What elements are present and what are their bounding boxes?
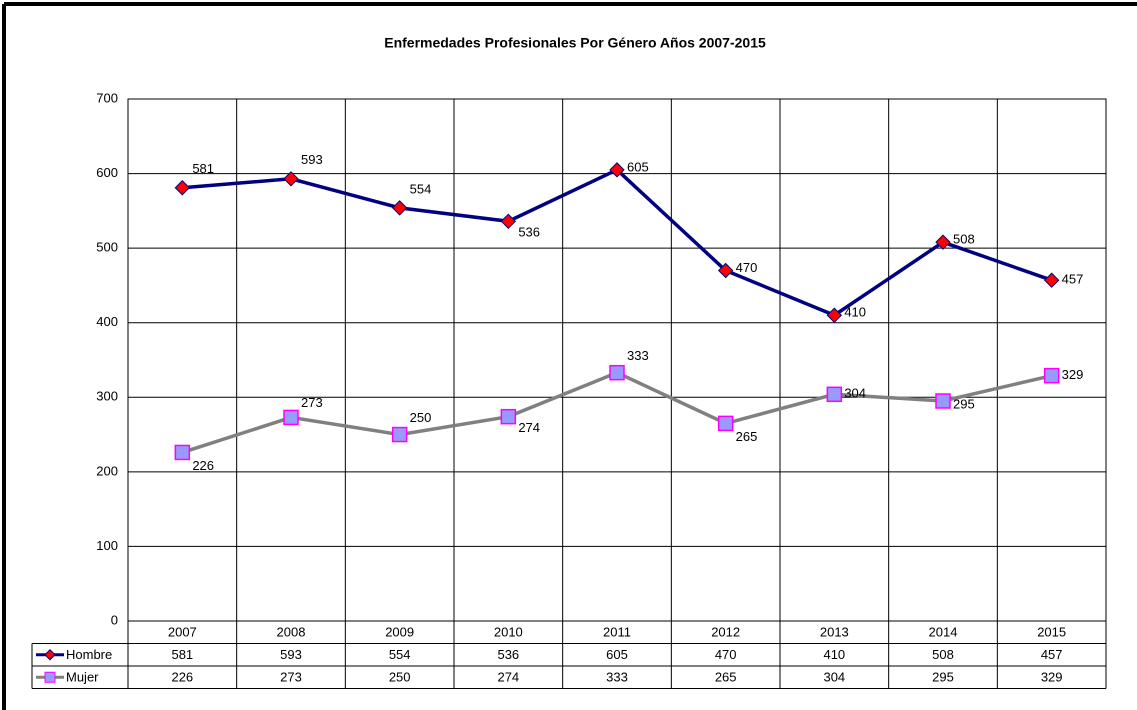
plot-border [127, 98, 1107, 622]
x-tick-label: 2015 [1037, 625, 1066, 640]
y-tick-label: 300 [96, 389, 118, 404]
table-value: 329 [1041, 670, 1063, 685]
marker [717, 262, 734, 279]
legend-label: Hombre [66, 647, 112, 662]
marker [826, 386, 843, 403]
y-tick-label: 200 [96, 463, 118, 478]
table-value: 295 [932, 670, 954, 685]
data-label: 250 [410, 410, 432, 425]
data-label: 329 [1062, 367, 1084, 382]
data-label: 410 [844, 305, 866, 320]
y-tick-label: 0 [111, 612, 118, 627]
marker [500, 213, 517, 230]
data-label: 333 [627, 348, 649, 363]
table-value: 250 [389, 670, 411, 685]
legend-marker [44, 671, 56, 683]
marker [174, 444, 191, 461]
table-value: 605 [606, 647, 628, 662]
marker [1043, 272, 1060, 288]
table-value: 536 [497, 647, 519, 662]
x-tick-label: 2014 [929, 625, 958, 640]
table-value: 554 [389, 647, 411, 662]
x-tick-label: 2011 [603, 625, 631, 640]
data-label: 226 [192, 458, 214, 473]
y-tick-label: 500 [96, 240, 118, 255]
data-label: 304 [844, 386, 866, 401]
marker [283, 171, 299, 187]
marker [391, 426, 408, 443]
x-tick-label: 2008 [277, 625, 306, 640]
x-tick-label: 2013 [820, 625, 849, 640]
table-value: 457 [1041, 647, 1063, 662]
y-tick-label: 600 [96, 165, 118, 180]
data-label: 457 [1062, 272, 1084, 287]
data-label: 581 [192, 161, 214, 176]
x-tick-label: 2010 [494, 625, 523, 640]
table-value: 333 [606, 670, 628, 685]
data-label: 470 [736, 260, 758, 275]
data-label: 273 [301, 395, 323, 410]
marker [935, 393, 951, 409]
table-value: 265 [715, 670, 737, 685]
legend-label: Mujer [66, 670, 99, 685]
chart-title: Enfermedades Profesionales Por Género Añ… [384, 35, 766, 51]
y-tick-label: 700 [96, 90, 118, 105]
y-tick-label: 100 [96, 538, 118, 553]
marker [935, 234, 951, 250]
marker [717, 415, 734, 432]
table-value: 274 [497, 670, 519, 685]
table-value: 273 [280, 670, 302, 685]
data-label: 265 [736, 429, 758, 444]
data-label: 295 [953, 396, 975, 411]
y-tick-label: 400 [96, 314, 118, 329]
data-label: 274 [518, 420, 540, 435]
marker [174, 180, 191, 196]
table-value: 470 [715, 647, 737, 662]
x-tick-label: 2007 [168, 625, 197, 640]
marker [391, 200, 408, 216]
marker [1043, 367, 1060, 384]
table-value: 508 [932, 647, 954, 662]
data-label: 593 [301, 152, 323, 167]
data-label: 536 [518, 225, 540, 240]
table-value: 410 [823, 647, 845, 662]
data-label: 605 [627, 159, 649, 174]
x-tick-label: 2009 [385, 625, 414, 640]
marker [826, 307, 843, 323]
marker [609, 364, 625, 381]
marker [609, 162, 625, 178]
table-value: 304 [823, 670, 845, 685]
x-tick-label: 2012 [711, 625, 740, 640]
table-value: 593 [280, 647, 302, 662]
marker [283, 409, 299, 426]
marker [500, 408, 517, 425]
data-label: 554 [410, 181, 432, 196]
legend-marker [44, 649, 56, 661]
data-label: 508 [953, 232, 975, 247]
table-value: 226 [171, 670, 193, 685]
table-value: 581 [171, 647, 193, 662]
